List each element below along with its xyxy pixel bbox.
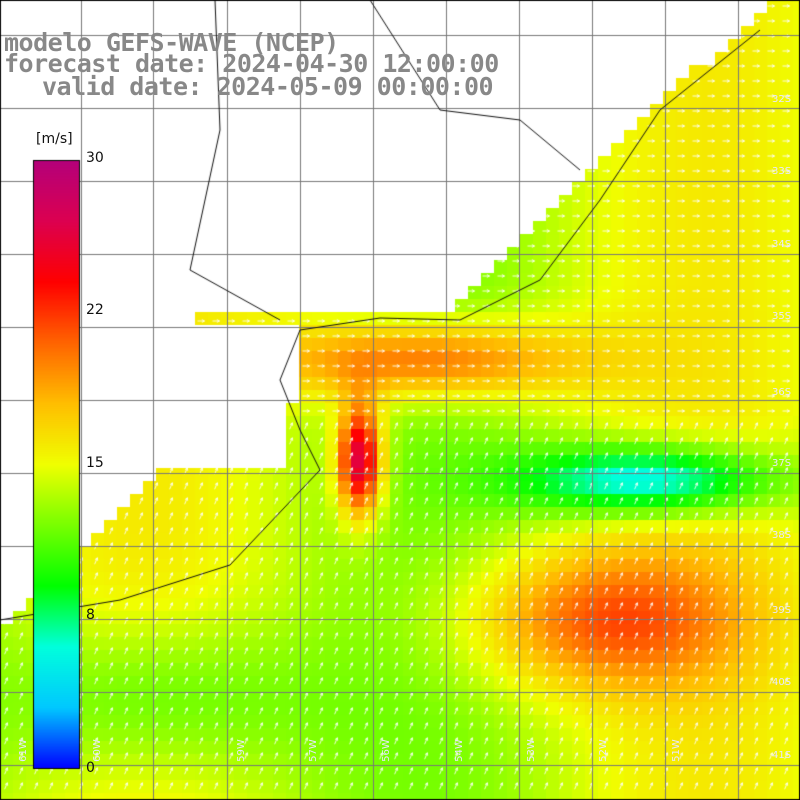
colorbar-tick-8: 8 bbox=[86, 607, 95, 623]
lat-label: 41S bbox=[772, 750, 792, 761]
lon-label: 54W bbox=[453, 739, 465, 762]
valid-date: valid date: 2024-05-09 00:00:00 bbox=[42, 72, 494, 101]
lat-label: 40S bbox=[772, 677, 792, 688]
colorbar-tick-22: 22 bbox=[86, 302, 104, 318]
lat-label: 37S bbox=[772, 458, 792, 469]
lat-label: 35S bbox=[772, 311, 792, 322]
colorbar-tick-30: 30 bbox=[86, 150, 104, 166]
lon-label: 57W bbox=[307, 739, 319, 762]
lat-label: 34S bbox=[772, 239, 792, 250]
lon-label: 52W bbox=[597, 739, 609, 762]
lat-label: 33S bbox=[772, 166, 792, 177]
colorbar-unit: [m/s] bbox=[36, 131, 73, 147]
lat-label: 36S bbox=[772, 387, 792, 398]
lon-label: 60W bbox=[91, 739, 103, 762]
model-title: modelo GEFS-WAVE (NCEP) bbox=[4, 28, 339, 57]
colorbar-tick-0: 0 bbox=[86, 760, 95, 776]
lon-label: 61W bbox=[17, 739, 29, 762]
lon-label: 59W bbox=[235, 739, 247, 762]
lat-label: 38S bbox=[772, 530, 792, 541]
colorbar-tick-15: 15 bbox=[86, 455, 104, 471]
lon-label: 56W bbox=[380, 739, 392, 762]
lat-label: 32S bbox=[772, 94, 792, 105]
lon-label: 53W bbox=[525, 739, 537, 762]
forecast-date: forecast date: 2024-04-30 12:00:00 bbox=[4, 49, 499, 78]
lon-label: 51W bbox=[670, 739, 682, 762]
lat-label: 39S bbox=[772, 605, 792, 616]
